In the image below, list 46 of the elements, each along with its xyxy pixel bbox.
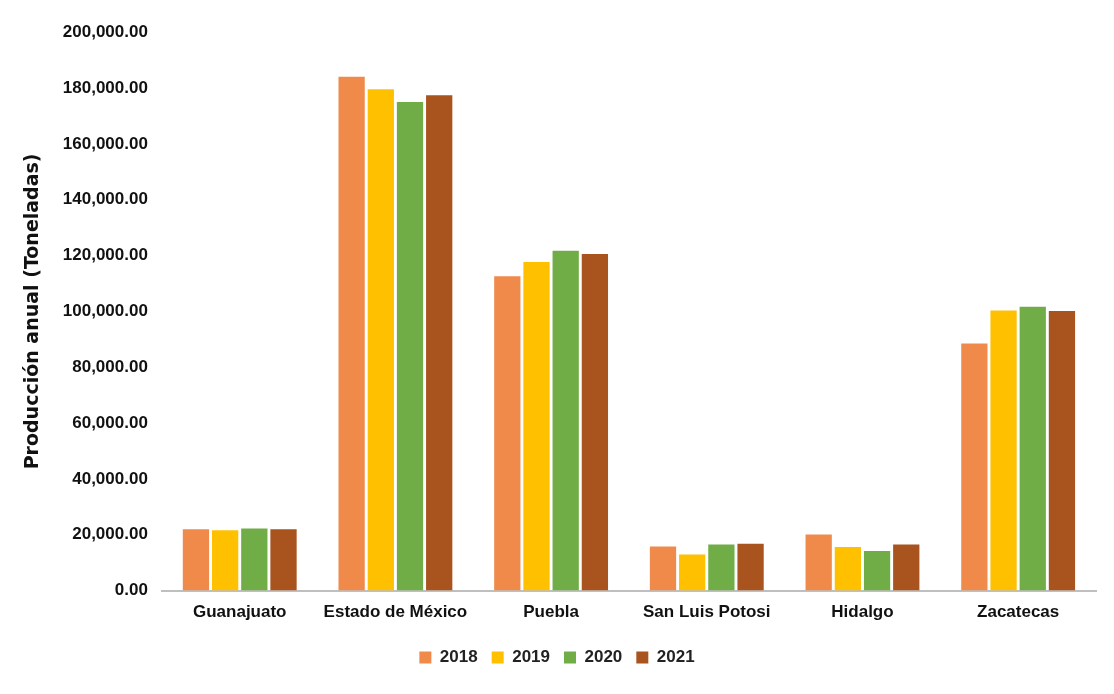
x-tick-label: Puebla [523, 602, 580, 622]
legend-label: 2019 [512, 647, 551, 667]
y-axis-title: Producción anual (Toneladas) [20, 153, 43, 470]
y-tick-label: 140,000.00 [62, 189, 148, 209]
bar [270, 529, 297, 591]
bar [863, 550, 891, 591]
x-tick-label: San Luis Potosi [643, 602, 771, 622]
bar [649, 546, 677, 591]
bar [426, 95, 453, 591]
bar [182, 529, 210, 591]
y-tick-label: 60,000.00 [72, 412, 148, 432]
y-tick-label: 0.00 [114, 580, 148, 600]
legend-label: 2021 [656, 647, 695, 667]
bar [523, 261, 550, 591]
bar [581, 253, 609, 591]
bar [679, 554, 706, 591]
bar [893, 544, 920, 591]
bar [990, 310, 1017, 591]
x-tick-label: Hidalgo [831, 602, 894, 622]
y-tick-label: 80,000.00 [72, 356, 148, 376]
bar [805, 534, 832, 591]
x-tick-label: Zacatecas [977, 602, 1060, 622]
legend-label: 2018 [439, 647, 478, 667]
y-tick-label: 40,000.00 [72, 468, 148, 488]
bar [1048, 311, 1076, 591]
y-tick-label: 120,000.00 [62, 245, 148, 265]
bar [367, 89, 394, 591]
bar [396, 102, 424, 591]
y-tick-label: 200,000.00 [62, 21, 148, 41]
bar [737, 543, 764, 591]
bar [1019, 306, 1046, 591]
bar [708, 544, 735, 591]
bar [338, 76, 365, 591]
y-tick-label: 20,000.00 [72, 524, 148, 544]
x-tick-label: Guanajuato [192, 602, 287, 622]
y-tick-label: 100,000.00 [62, 301, 148, 321]
legend-label: 2020 [584, 647, 623, 667]
bar [494, 276, 521, 591]
bar [834, 547, 862, 591]
bar [241, 528, 268, 591]
x-tick-label: Estado de México [323, 602, 468, 622]
y-tick-label: 180,000.00 [62, 77, 148, 97]
bar [552, 250, 579, 591]
bar [211, 530, 239, 591]
y-tick-label: 160,000.00 [62, 133, 148, 153]
bar [961, 343, 988, 591]
